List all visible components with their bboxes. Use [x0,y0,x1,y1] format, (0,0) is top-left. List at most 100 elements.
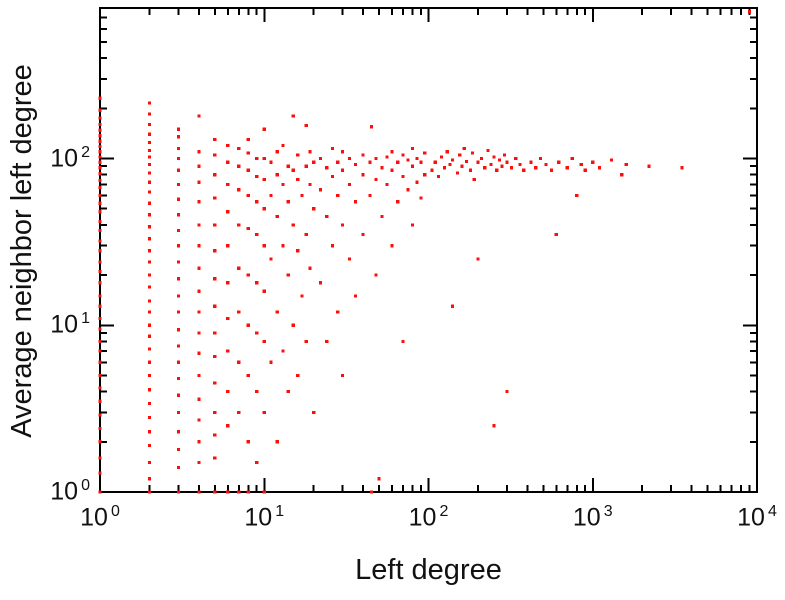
data-point [255,331,259,335]
data-point [492,424,496,428]
data-point [502,153,507,157]
data-point [197,440,201,444]
data-point [176,182,180,186]
data-point [419,160,423,164]
data-point [505,390,509,394]
data-point [98,228,102,233]
data-point [583,168,587,172]
data-point [176,360,180,364]
data-point [304,123,308,128]
data-point [275,173,279,177]
data-point [361,153,365,157]
data-point [98,122,102,127]
data-point [213,331,217,335]
data-point [237,310,241,314]
data-point [147,260,152,264]
data-point [213,381,217,385]
data-point [255,390,259,394]
data-point [237,223,241,227]
data-point [483,166,487,170]
data-point [98,281,102,285]
data-point [147,112,152,116]
data-point [197,331,201,335]
data-point [597,166,602,170]
data-point [304,339,308,344]
data-point [479,156,484,161]
data-point [385,182,389,186]
data-point [226,244,230,248]
data-point [570,156,574,161]
data-point [237,164,241,168]
data-point [226,349,230,353]
data-point [390,150,394,154]
data-point [325,166,329,170]
data-point [470,151,474,155]
data-point [354,294,358,298]
data-point [304,232,308,237]
data-point [98,456,102,460]
data-point [176,146,180,151]
data-point [468,168,473,172]
data-point [213,173,217,177]
data-point [275,440,279,444]
data-point [98,399,102,403]
data-point [213,304,217,308]
data-point [308,266,312,270]
data-point [486,148,490,152]
data-point [197,266,201,270]
data-point [325,214,329,218]
data-point [246,323,250,327]
data-point [213,456,217,460]
data-point [410,164,415,168]
data-point [147,285,152,289]
data-point [269,257,273,261]
data-point [325,339,329,344]
data-point [464,159,468,164]
data-point [554,232,558,237]
data-point [147,273,152,277]
data-point [147,347,152,351]
data-point [226,210,230,214]
data-point [509,166,514,170]
data-point [98,178,102,182]
data-point [430,168,434,172]
data-point [176,310,180,314]
data-point [262,127,266,131]
data-point [237,490,241,494]
data-point [300,294,304,298]
data-point [147,373,152,378]
data-point [308,150,312,154]
data-point [147,155,152,159]
data-point [450,158,455,162]
data-point [286,390,290,394]
data-point [354,200,358,204]
data-point [246,440,250,444]
data-point [98,360,102,364]
data-point [197,310,201,314]
data-point [176,294,180,298]
data-point [330,244,335,248]
data-point [197,150,201,154]
data-point [98,269,102,274]
data-point [98,219,102,223]
data-point [341,150,345,154]
data-point [98,339,102,344]
data-point [246,273,250,277]
data-point [147,360,152,364]
data-point [336,160,340,164]
data-point [286,200,290,204]
data-point [410,223,415,227]
data-point [147,477,152,481]
data-point [450,304,455,308]
data-point [549,168,553,172]
data-point [98,427,102,431]
data-point [226,281,230,285]
data-point [98,144,102,149]
data-point [213,196,217,200]
data-point [538,156,542,161]
data-point [385,155,389,159]
data-point [98,440,102,444]
data-point [147,415,152,420]
data-point [197,244,201,248]
